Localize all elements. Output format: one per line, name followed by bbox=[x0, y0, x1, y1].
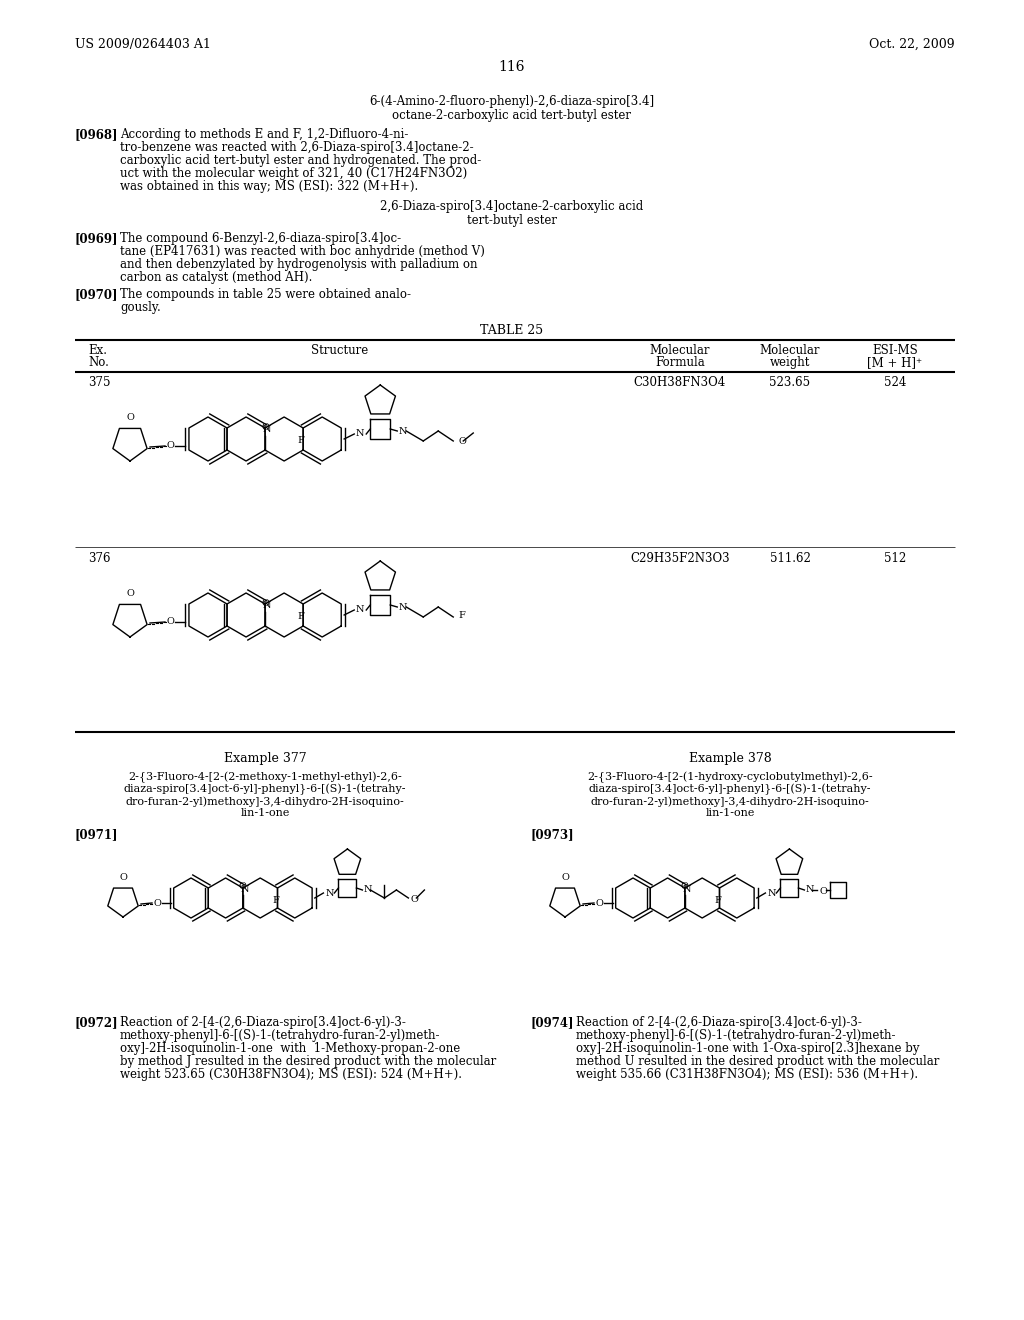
Text: N: N bbox=[263, 602, 271, 610]
Text: methoxy-phenyl]-6-[(S)-1-(tetrahydro-furan-2-yl)meth-: methoxy-phenyl]-6-[(S)-1-(tetrahydro-fur… bbox=[575, 1030, 896, 1041]
Text: ESI-MS: ESI-MS bbox=[872, 345, 918, 356]
Text: tert-butyl ester: tert-butyl ester bbox=[467, 214, 557, 227]
Text: oxy]-2H-isoquinolin-1-one with 1-Oxa-spiro[2.3]hexane by: oxy]-2H-isoquinolin-1-one with 1-Oxa-spi… bbox=[575, 1041, 920, 1055]
Text: O: O bbox=[261, 599, 269, 609]
Text: methoxy-phenyl]-6-[(S)-1-(tetrahydro-furan-2-yl)meth-: methoxy-phenyl]-6-[(S)-1-(tetrahydro-fur… bbox=[120, 1030, 440, 1041]
Text: O: O bbox=[126, 589, 134, 598]
Text: diaza-spiro[3.4]oct-6-yl]-phenyl}-6-[(S)-1-(tetrahy-: diaza-spiro[3.4]oct-6-yl]-phenyl}-6-[(S)… bbox=[589, 784, 871, 796]
Text: carbon as catalyst (method AH).: carbon as catalyst (method AH). bbox=[120, 271, 312, 284]
Text: Oct. 22, 2009: Oct. 22, 2009 bbox=[869, 38, 955, 51]
Text: Ex.: Ex. bbox=[88, 345, 106, 356]
Text: C30H38FN3O4: C30H38FN3O4 bbox=[634, 376, 726, 389]
Text: N: N bbox=[326, 888, 334, 898]
Text: 6-(4-Amino-2-fluoro-phenyl)-2,6-diaza-spiro[3.4]: 6-(4-Amino-2-fluoro-phenyl)-2,6-diaza-sp… bbox=[370, 95, 654, 108]
Text: Structure: Structure bbox=[311, 345, 369, 356]
Text: O: O bbox=[153, 899, 161, 908]
Text: N: N bbox=[241, 886, 249, 895]
Text: 376: 376 bbox=[88, 552, 111, 565]
Text: weight 523.65 (C30H38FN3O4); MS (ESI): 524 (M+H+).: weight 523.65 (C30H38FN3O4); MS (ESI): 5… bbox=[120, 1068, 462, 1081]
Text: dro-furan-2-yl)methoxy]-3,4-dihydro-2H-isoquino-: dro-furan-2-yl)methoxy]-3,4-dihydro-2H-i… bbox=[126, 796, 404, 807]
Text: TABLE 25: TABLE 25 bbox=[480, 323, 544, 337]
Text: method U resulted in the desired product with the molecular: method U resulted in the desired product… bbox=[575, 1055, 939, 1068]
Text: N: N bbox=[806, 886, 814, 895]
Text: O: O bbox=[119, 873, 127, 882]
Text: [0969]: [0969] bbox=[75, 232, 119, 246]
Text: octane-2-carboxylic acid tert-butyl ester: octane-2-carboxylic acid tert-butyl este… bbox=[392, 110, 632, 121]
Text: O: O bbox=[166, 618, 174, 627]
Text: O: O bbox=[411, 895, 418, 904]
Text: Molecular: Molecular bbox=[650, 345, 711, 356]
Text: O: O bbox=[819, 887, 827, 896]
Text: N: N bbox=[767, 888, 775, 898]
Text: tane (EP417631) was reacted with boc anhydride (method V): tane (EP417631) was reacted with boc anh… bbox=[120, 246, 485, 257]
Text: diaza-spiro[3.4]oct-6-yl]-phenyl}-6-[(S)-1-(tetrahy-: diaza-spiro[3.4]oct-6-yl]-phenyl}-6-[(S)… bbox=[124, 784, 407, 796]
Text: was obtained in this way; MS (ESI): 322 (M+H+).: was obtained in this way; MS (ESI): 322 … bbox=[120, 180, 418, 193]
Text: F: F bbox=[714, 896, 721, 906]
Text: N: N bbox=[364, 886, 372, 895]
Text: [0973]: [0973] bbox=[530, 828, 573, 841]
Text: O: O bbox=[261, 422, 269, 432]
Text: lin-1-one: lin-1-one bbox=[241, 808, 290, 818]
Text: and then debenzylated by hydrogenolysis with palladium on: and then debenzylated by hydrogenolysis … bbox=[120, 257, 477, 271]
Text: O: O bbox=[595, 899, 603, 908]
Text: 523.65: 523.65 bbox=[769, 376, 811, 389]
Text: N: N bbox=[683, 886, 691, 895]
Text: Molecular: Molecular bbox=[760, 345, 820, 356]
Text: O: O bbox=[459, 437, 466, 446]
Text: N: N bbox=[398, 602, 407, 611]
Text: oxy]-2H-isoquinolin-1-one  with  1-Methoxy-propan-2-one: oxy]-2H-isoquinolin-1-one with 1-Methoxy… bbox=[120, 1041, 460, 1055]
Text: O: O bbox=[126, 413, 134, 422]
Text: N: N bbox=[398, 426, 407, 436]
Text: Reaction of 2-[4-(2,6-Diaza-spiro[3.4]oct-6-yl)-3-: Reaction of 2-[4-(2,6-Diaza-spiro[3.4]oc… bbox=[120, 1016, 406, 1030]
Text: Reaction of 2-[4-(2,6-Diaza-spiro[3.4]oct-6-yl)-3-: Reaction of 2-[4-(2,6-Diaza-spiro[3.4]oc… bbox=[575, 1016, 862, 1030]
Text: 375: 375 bbox=[88, 376, 111, 389]
Text: O: O bbox=[681, 882, 689, 891]
Text: [0974]: [0974] bbox=[530, 1016, 573, 1030]
Text: [0970]: [0970] bbox=[75, 288, 119, 301]
Text: 2,6-Diaza-spiro[3.4]octane-2-carboxylic acid: 2,6-Diaza-spiro[3.4]octane-2-carboxylic … bbox=[380, 201, 644, 213]
Text: O: O bbox=[561, 873, 569, 882]
Text: uct with the molecular weight of 321, 40 (C17H24FN3O2): uct with the molecular weight of 321, 40… bbox=[120, 168, 467, 180]
Text: Example 378: Example 378 bbox=[688, 752, 771, 766]
Text: F: F bbox=[298, 612, 304, 620]
Text: F: F bbox=[298, 436, 304, 445]
Text: Example 377: Example 377 bbox=[223, 752, 306, 766]
Text: No.: No. bbox=[88, 356, 109, 370]
Text: N: N bbox=[356, 429, 365, 438]
Text: [0968]: [0968] bbox=[75, 128, 119, 141]
Text: weight: weight bbox=[770, 356, 810, 370]
Text: 116: 116 bbox=[499, 59, 525, 74]
Text: The compound 6-Benzyl-2,6-diaza-spiro[3.4]oc-: The compound 6-Benzyl-2,6-diaza-spiro[3.… bbox=[120, 232, 401, 246]
Text: Formula: Formula bbox=[655, 356, 705, 370]
Text: 2-{3-Fluoro-4-[2-(1-hydroxy-cyclobutylmethyl)-2,6-: 2-{3-Fluoro-4-[2-(1-hydroxy-cyclobutylme… bbox=[587, 772, 872, 783]
Text: lin-1-one: lin-1-one bbox=[706, 808, 755, 818]
Text: 2-{3-Fluoro-4-[2-(2-methoxy-1-methyl-ethyl)-2,6-: 2-{3-Fluoro-4-[2-(2-methoxy-1-methyl-eth… bbox=[128, 772, 401, 783]
Text: US 2009/0264403 A1: US 2009/0264403 A1 bbox=[75, 38, 211, 51]
Text: O: O bbox=[166, 441, 174, 450]
Text: O: O bbox=[239, 882, 247, 891]
Text: 512: 512 bbox=[884, 552, 906, 565]
Text: [0972]: [0972] bbox=[75, 1016, 119, 1030]
Text: F: F bbox=[459, 610, 465, 619]
Text: dro-furan-2-yl)methoxy]-3,4-dihydro-2H-isoquino-: dro-furan-2-yl)methoxy]-3,4-dihydro-2H-i… bbox=[591, 796, 869, 807]
Text: According to methods E and F, 1,2-Difluoro-4-ni-: According to methods E and F, 1,2-Difluo… bbox=[120, 128, 409, 141]
Text: C29H35F2N3O3: C29H35F2N3O3 bbox=[630, 552, 730, 565]
Text: The compounds in table 25 were obtained analo-: The compounds in table 25 were obtained … bbox=[120, 288, 411, 301]
Text: gously.: gously. bbox=[120, 301, 161, 314]
Text: carboxylic acid tert-butyl ester and hydrogenated. The prod-: carboxylic acid tert-butyl ester and hyd… bbox=[120, 154, 481, 168]
Text: N: N bbox=[356, 606, 365, 615]
Text: F: F bbox=[272, 896, 279, 906]
Text: 511.62: 511.62 bbox=[770, 552, 810, 565]
Text: N: N bbox=[263, 425, 271, 434]
Text: [M + H]⁺: [M + H]⁺ bbox=[867, 356, 923, 370]
Text: [0971]: [0971] bbox=[75, 828, 119, 841]
Text: weight 535.66 (C31H38FN3O4); MS (ESI): 536 (M+H+).: weight 535.66 (C31H38FN3O4); MS (ESI): 5… bbox=[575, 1068, 919, 1081]
Text: by method J resulted in the desired product with the molecular: by method J resulted in the desired prod… bbox=[120, 1055, 497, 1068]
Text: tro-benzene was reacted with 2,6-Diaza-spiro[3.4]octane-2-: tro-benzene was reacted with 2,6-Diaza-s… bbox=[120, 141, 474, 154]
Text: 524: 524 bbox=[884, 376, 906, 389]
